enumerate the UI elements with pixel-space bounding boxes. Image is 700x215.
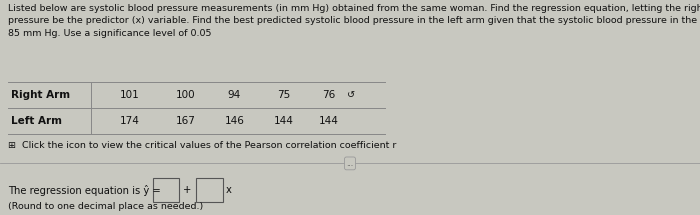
Text: ...: ... <box>346 159 354 168</box>
Text: 76: 76 <box>323 90 335 100</box>
FancyBboxPatch shape <box>153 178 179 202</box>
Text: Right Arm: Right Arm <box>11 90 70 100</box>
Text: 75: 75 <box>277 90 290 100</box>
Text: 101: 101 <box>120 90 139 100</box>
Text: The regression equation is ŷ =: The regression equation is ŷ = <box>8 185 164 196</box>
Text: 174: 174 <box>120 116 139 126</box>
Text: 144: 144 <box>274 116 293 126</box>
Text: 144: 144 <box>319 116 339 126</box>
Text: ↺: ↺ <box>347 90 356 100</box>
FancyBboxPatch shape <box>196 178 223 202</box>
Text: Listed below are systolic blood pressure measurements (in mm Hg) obtained from t: Listed below are systolic blood pressure… <box>8 4 700 38</box>
Text: 167: 167 <box>176 116 195 126</box>
Text: 146: 146 <box>225 116 244 126</box>
Text: 94: 94 <box>228 90 241 100</box>
Text: Left Arm: Left Arm <box>11 116 62 126</box>
Text: 100: 100 <box>176 90 195 100</box>
Text: ⊞  Click the icon to view the critical values of the Pearson correlation coeffic: ⊞ Click the icon to view the critical va… <box>8 141 397 150</box>
Text: +: + <box>183 185 192 195</box>
Text: (Round to one decimal place as needed.): (Round to one decimal place as needed.) <box>8 202 204 211</box>
Text: x: x <box>226 185 232 195</box>
